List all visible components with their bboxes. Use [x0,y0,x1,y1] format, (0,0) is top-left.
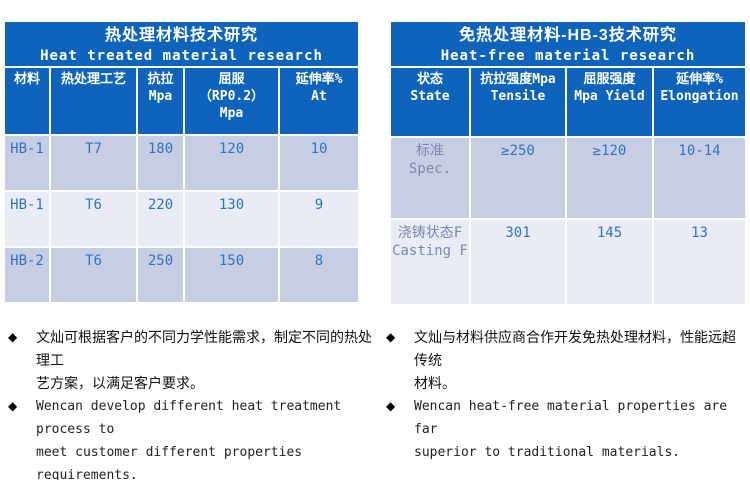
note-text-en: Wencan develop different heat treatment … [36,399,342,480]
right-header-tensile: 抗拉强度Mpa Tensile [471,68,565,136]
note-item: ◆ 文灿可根据客户的不同力学性能需求，制定不同的热处理工 艺方案，以满足客户要求… [6,326,372,395]
cell: 10-14 [654,138,745,218]
left-header-elongation: 延伸率% At [280,68,358,134]
cell: 145 [567,220,652,304]
cell: 13 [654,220,745,304]
cell: 标准 Spec. [391,138,469,218]
cell: HB-1 [5,192,49,246]
left-table-title-zh: 热处理材料技术研究 [104,27,258,44]
cell: T6 [51,192,136,246]
note-item: ◆ 文灿与材料供应商合作开发免热处理材料，性能远超传统 材料。 [384,326,748,395]
notes-left: ◆ 文灿可根据客户的不同力学性能需求，制定不同的热处理工 艺方案，以满足客户要求… [6,326,372,480]
heat-treated-table: 热处理材料技术研究 Heat treated material research… [5,22,358,302]
cell: HB-1 [5,136,49,190]
note-item: ◆ Wencan develop different heat treatmen… [6,395,372,480]
cell: 130 [185,192,278,246]
note-text-zh: 文灿与材料供应商合作开发免热处理材料，性能远超传统 材料。 [414,329,736,391]
right-table-title-en: Heat-free material research [440,48,696,64]
cell: 180 [138,136,183,190]
right-header-yield: 屈服强度 Mpa Yield [567,68,652,136]
cell: ≥250 [471,138,565,218]
cell: 150 [185,248,278,302]
diamond-bullet-icon: ◆ [8,399,18,413]
cell: T6 [51,248,136,302]
right-table-title: 免热处理材料-HB-3技术研究 Heat-free material resea… [391,22,745,66]
cell: HB-2 [5,248,49,302]
cell: T7 [51,136,136,190]
diamond-bullet-icon: ◆ [8,330,18,344]
notes-right: ◆ 文灿与材料供应商合作开发免热处理材料，性能远超传统 材料。 ◆ Wencan… [384,326,748,464]
right-header-state: 状态 State [391,68,469,136]
cell: 301 [471,220,565,304]
cell: 10 [280,136,358,190]
cell: 220 [138,192,183,246]
cell: 250 [138,248,183,302]
note-text-en: Wencan heat-free material properties are… [414,399,728,460]
note-text-zh: 文灿可根据客户的不同力学性能需求，制定不同的热处理工 艺方案，以满足客户要求。 [36,329,372,391]
left-header-process: 热处理工艺 [51,68,136,134]
cell: ≥120 [567,138,652,218]
cell: 8 [280,248,358,302]
cell: 9 [280,192,358,246]
left-header-material: 材料 [5,68,49,134]
left-table-title-en: Heat treated material research [40,48,323,64]
cell: 120 [185,136,278,190]
note-item: ◆ Wencan heat-free material properties a… [384,395,748,464]
cell: 浇铸状态F Casting F [391,220,469,304]
right-table-title-zh: 免热处理材料-HB-3技术研究 [459,27,677,44]
right-header-elongation: 延伸率% Elongation [654,68,745,136]
heat-free-table: 免热处理材料-HB-3技术研究 Heat-free material resea… [391,22,745,304]
diamond-bullet-icon: ◆ [386,399,396,413]
diamond-bullet-icon: ◆ [386,330,396,344]
left-table-title: 热处理材料技术研究 Heat treated material research [5,22,358,66]
left-header-tensile: 抗拉 Mpa [138,68,183,134]
left-header-yield: 屈服 （RP0.2） Mpa [185,68,278,134]
